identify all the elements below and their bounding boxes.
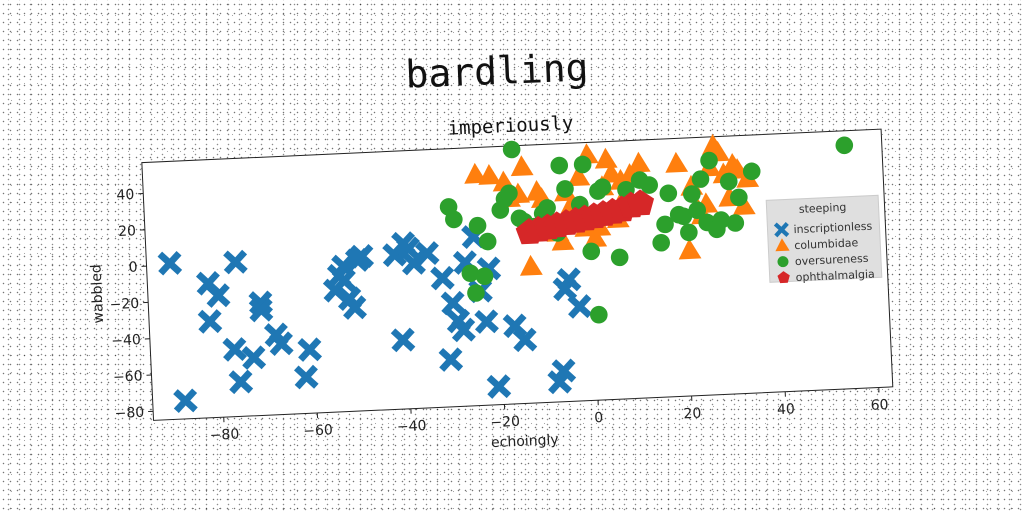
y-tick-label: 20: [118, 223, 137, 240]
y-tick-label: −60: [113, 368, 143, 385]
figure-title: bardling: [405, 45, 590, 96]
y-tick-label: −20: [109, 296, 139, 313]
x-tick-label: −40: [397, 418, 427, 435]
y-tick-label: 0: [128, 260, 138, 276]
legend-title: steeping: [799, 201, 847, 216]
x-tick-label: 20: [683, 406, 702, 423]
x-axis-label: echoingly: [491, 432, 559, 451]
legend: steeping inscriptionlesscolumbidaeoversu…: [766, 195, 882, 285]
y-tick-label: −80: [114, 405, 144, 422]
x-tick-label: −80: [209, 427, 239, 444]
axes-group: imperiously −80 −60 −40 −20 0 20 40 60 −80 −60 −4…: [82, 98, 894, 469]
x-tick-label: −60: [303, 422, 333, 439]
x-tick-label: −20: [490, 414, 520, 431]
y-axis-label: wabbled: [88, 264, 107, 324]
x-tick-label: 40: [777, 401, 796, 418]
x-tick-label: 0: [594, 410, 604, 426]
y-tick-label: 40: [116, 187, 135, 204]
y-tick-label: −40: [111, 332, 141, 349]
x-tick-label: 60: [870, 397, 889, 414]
chart-title: imperiously: [447, 112, 574, 140]
